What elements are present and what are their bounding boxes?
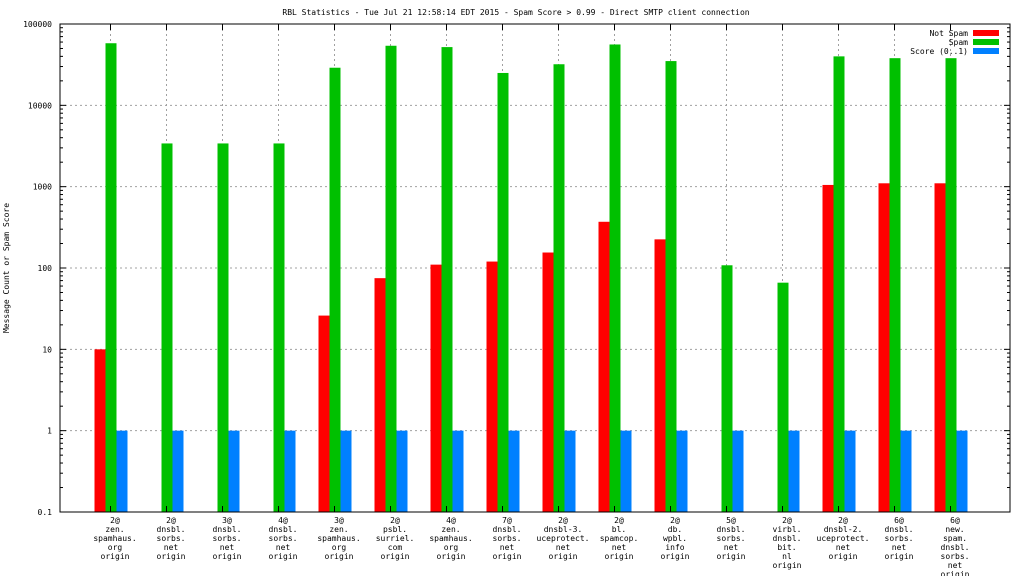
x-tick-label: 2@ db. wpbl. info origin (661, 516, 690, 561)
bar-not-spam (598, 221, 610, 512)
x-tick-label: 2@ psbl. surriel. com origin (376, 516, 415, 561)
x-tick-label: 2@ virbl. dnsbl. bit. nl origin (773, 516, 802, 570)
bar-not-spam (94, 349, 106, 512)
bar-not-spam (822, 184, 834, 512)
bar-spam (105, 43, 117, 513)
bar-score-0-1 (844, 430, 856, 512)
bar-score-0-1 (508, 430, 520, 512)
x-tick-label: 2@ dnsbl. sorbs. net origin (157, 516, 186, 561)
legend-swatch (973, 30, 999, 36)
legend-label: Score (0..1) (910, 47, 968, 56)
bar-not-spam (374, 278, 386, 512)
bar-spam (721, 265, 733, 512)
legend-label: Spam (949, 38, 968, 47)
y-tick-label: 100000 (23, 20, 52, 29)
y-tick-label: 100 (38, 264, 53, 273)
bar-score-0-1 (228, 430, 240, 512)
x-tick-label: 3@ zen. spamhaus. org origin (317, 516, 360, 561)
bar-spam (665, 61, 677, 513)
bar-spam (497, 72, 509, 513)
x-tick-label: 6@ dnsbl. sorbs. net origin (885, 516, 914, 561)
bar-score-0-1 (788, 430, 800, 512)
bar-spam (441, 47, 453, 513)
bar-not-spam (654, 239, 666, 512)
grid-lines (60, 24, 1010, 512)
bar-score-0-1 (396, 430, 408, 512)
bar-score-0-1 (340, 430, 352, 512)
bar-spam (889, 58, 901, 512)
x-tick-label: 2@ zen. spamhaus. org origin (93, 516, 136, 561)
bar-spam (833, 56, 845, 513)
bars (94, 43, 968, 513)
bar-not-spam (878, 183, 890, 513)
bar-spam (385, 45, 397, 512)
bar-score-0-1 (116, 430, 128, 512)
x-tick-label: 5@ dnsbl. sorbs. net origin (717, 516, 746, 561)
bar-score-0-1 (620, 430, 632, 512)
bar-score-0-1 (564, 430, 576, 512)
y-tick-label: 1 (47, 427, 52, 436)
bar-score-0-1 (284, 430, 296, 512)
bar-spam (273, 143, 285, 513)
legend-label: Not Spam (929, 29, 968, 38)
y-axis-label: Message Count or Spam Score (2, 203, 11, 333)
bar-not-spam (542, 252, 554, 512)
x-tick-label: 6@ new. spam. dnsbl. sorbs. net origin (941, 516, 970, 576)
bar-spam (945, 58, 957, 512)
x-tick-label: 2@ dnsbl-2. uceprotect. net origin (817, 516, 870, 561)
x-tick-label: 3@ dnsbl. sorbs. net origin (213, 516, 242, 561)
y-tick-label: 10 (42, 345, 52, 354)
bar-not-spam (318, 315, 330, 512)
y-tick-label: 10000 (28, 101, 52, 110)
bar-not-spam (934, 183, 946, 513)
bar-not-spam (486, 261, 498, 512)
x-ticks: 2@ zen. spamhaus. org origin 2@ dnsbl. sorbs. ne… (93, 24, 970, 579)
legend-swatch (973, 48, 999, 54)
y-tick-label: 0.1 (38, 508, 53, 517)
bar-spam (777, 282, 789, 512)
bar-score-0-1 (900, 430, 912, 512)
bar-spam (553, 64, 565, 512)
bar-score-0-1 (956, 430, 968, 512)
bar-spam (217, 143, 229, 513)
bar-not-spam (430, 264, 442, 512)
bar-score-0-1 (732, 430, 744, 512)
y-ticks: 0.1 1 10 100 1000 10000 100000 (23, 20, 1010, 517)
x-tick-label: 2@ dnsbl-3. uceprotect. net origin (537, 516, 590, 561)
bar-spam (329, 67, 341, 512)
bar-score-0-1 (676, 430, 688, 512)
bar-score-0-1 (172, 430, 184, 512)
x-tick-label: 4@ zen. spamhaus. org origin (429, 516, 472, 561)
legend-swatch (973, 39, 999, 45)
y-tick-label: 1000 (33, 183, 52, 192)
x-tick-label: 7@ dnsbl. sorbs. net origin (493, 516, 522, 561)
bar-spam (161, 143, 173, 513)
bar-spam (609, 44, 621, 512)
x-tick-label: 2@ bl. spamcop. net origin (600, 516, 639, 561)
x-tick-label: 4@ dnsbl. sorbs. net origin (269, 516, 298, 561)
bar-score-0-1 (452, 430, 464, 512)
chart-title: RBL Statistics - Tue Jul 21 12:58:14 EDT… (282, 8, 749, 17)
